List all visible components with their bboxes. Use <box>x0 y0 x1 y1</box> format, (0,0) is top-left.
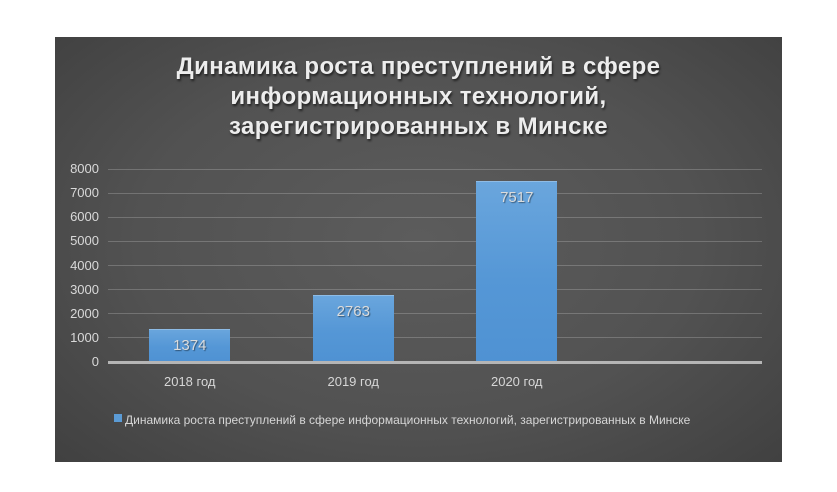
bar-value-label: 7517 <box>500 188 534 206</box>
gridline <box>108 265 762 266</box>
chart-title-line: зарегистрированных в Минске <box>228 113 608 140</box>
y-axis-tick-label: 7000 <box>70 185 99 201</box>
gridline <box>108 289 762 291</box>
y-axis-tick-label: 8000 <box>70 161 99 176</box>
legend-label: Динамика роста преступлений в сфере инфо… <box>125 413 691 427</box>
gridline <box>108 337 762 339</box>
gridline <box>108 313 762 315</box>
y-axis-tick-label: 1000 <box>70 329 99 345</box>
y-axis-tick-label: 2000 <box>70 305 99 321</box>
chart-title-line: Динамика роста преступлений в сфере <box>176 53 661 80</box>
legend: Динамика роста преступлений в сфере инфо… <box>114 412 774 429</box>
y-axis-tick-label: 0 <box>91 354 99 369</box>
chart-title-line: информационных технологий, <box>230 83 607 110</box>
x-axis-line <box>108 361 762 364</box>
bar-2019 год <box>312 295 394 361</box>
chart-title: Динамика роста преступлений в сфере инфор… <box>55 52 782 142</box>
gridline <box>108 168 762 170</box>
bar-2018 год <box>149 328 231 361</box>
y-axis-tick-label: 4000 <box>70 257 99 273</box>
bar-2020 год <box>476 180 558 361</box>
gridline <box>108 240 762 242</box>
y-axis-tick-label: 3000 <box>70 281 99 297</box>
slide: Динамика роста преступлений в сфере инфор… <box>55 37 782 462</box>
plot-area: 0 1000 2000 3000 4000 5000 6000 7000 8000 1374 201… <box>55 37 782 462</box>
bar-value-label: 1374 <box>173 336 207 354</box>
x-category-label: 2019 год <box>327 374 380 389</box>
x-category-label: 2020 год <box>490 374 543 389</box>
bar-value-label: 2763 <box>336 303 370 321</box>
y-axis-tick-label: 6000 <box>70 209 99 225</box>
legend-series-marker-icon <box>114 414 122 422</box>
gridline <box>108 192 762 194</box>
x-category-label: 2018 год <box>163 374 216 389</box>
y-axis-tick-label: 5000 <box>70 233 99 249</box>
gridline <box>108 216 762 218</box>
